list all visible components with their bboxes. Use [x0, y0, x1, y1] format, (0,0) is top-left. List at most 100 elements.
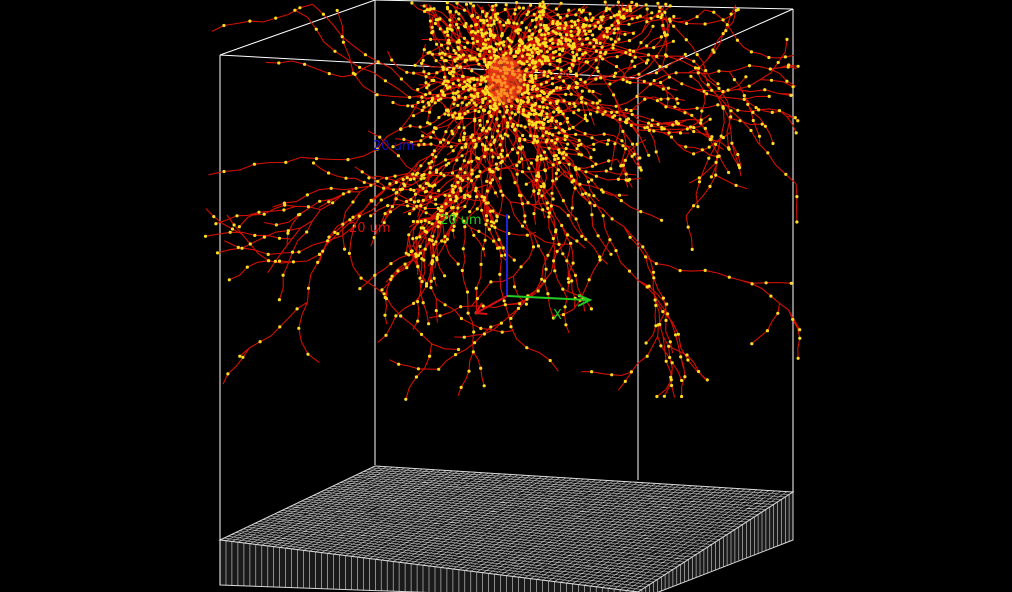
dendrite-node [492, 50, 496, 54]
dendrite-node [467, 88, 471, 92]
dendrite-node [418, 244, 422, 248]
dendrite-node [783, 55, 788, 59]
dendrite-node [424, 81, 428, 85]
dendrite-node [793, 116, 797, 120]
dendrite-node [527, 122, 531, 126]
dendrite-node [489, 280, 493, 284]
dendrite-node [486, 201, 490, 205]
dendrite-node [456, 26, 460, 30]
dendrite-node [710, 135, 714, 139]
dendrite-node [479, 49, 483, 53]
dendrite-node [456, 262, 460, 266]
dendrite-node [523, 91, 527, 95]
dendrite-node [431, 184, 435, 188]
dendrite-node [530, 50, 534, 55]
dendrite-node [716, 103, 720, 107]
dendrite-node [596, 20, 600, 24]
dendrite-node [767, 55, 771, 60]
dendrite-node [683, 52, 687, 56]
dendrite-node [408, 124, 412, 128]
dendrite-node [435, 258, 439, 262]
dendrite-node [527, 111, 531, 115]
dendrite-node [457, 94, 461, 98]
dendrite-node [451, 149, 455, 153]
dendrite-node [526, 96, 530, 100]
dendrite-node [617, 193, 622, 197]
dendrite-node [561, 313, 566, 317]
dendrite-node [659, 344, 663, 348]
dendrite-node [517, 160, 522, 164]
dendrite-node [524, 26, 528, 30]
dendrite-node [473, 56, 477, 60]
dendrite-node [367, 176, 371, 180]
dendrite-node [643, 97, 647, 101]
dendrite-node [504, 3, 508, 7]
dendrite-node [500, 254, 504, 258]
dendrite-node [451, 205, 455, 210]
dendrite-node [467, 78, 471, 82]
dendrite-node [528, 56, 532, 61]
dendrite-node [571, 50, 575, 54]
dendrite-node [692, 129, 696, 134]
dendrite-node [481, 304, 485, 308]
dendrite-node [594, 58, 598, 62]
dendrite-node [434, 126, 438, 131]
dendrite-node [512, 21, 516, 25]
axis-gizmo[interactable]: X [474, 214, 593, 323]
dendrite-node [616, 19, 620, 23]
dendrite-node [583, 51, 588, 55]
soma-core[interactable] [487, 56, 523, 104]
dendrite-node [534, 18, 538, 22]
dendrite-node [435, 42, 439, 46]
dendrite-node [403, 262, 407, 266]
dendrite-node [540, 277, 544, 281]
dendrite-node [534, 126, 538, 130]
dendrite-node [458, 167, 463, 171]
dendrite-node [656, 1, 660, 5]
scale-bars: 20 um 20 um 20 um [349, 139, 482, 236]
dendrite-node [617, 13, 622, 17]
dendrite-node [340, 35, 344, 39]
dendrite-node [450, 171, 455, 175]
dendrite-node [444, 202, 448, 206]
dendrite-node [515, 0, 519, 5]
dendrite-node [528, 79, 532, 83]
dendrite-node [619, 15, 623, 19]
dendrite-node [556, 168, 560, 172]
dendrite-node [257, 210, 261, 214]
dendrite-node [705, 92, 709, 96]
dendrite-node [414, 252, 418, 256]
dendrite-node [616, 27, 620, 31]
dendrite-node [675, 97, 679, 101]
dendrite-node [763, 88, 767, 92]
dendrite-node [624, 172, 628, 176]
dendrite-node [424, 93, 428, 97]
dendrite-node [419, 177, 423, 181]
dendrite-node [431, 130, 435, 134]
dendrite-node [577, 138, 581, 142]
dendrite-node [441, 67, 445, 72]
dendrite-node [291, 260, 295, 264]
dendrite-node [469, 24, 473, 28]
dendrite-node [766, 151, 770, 155]
dendrite-node [602, 132, 606, 136]
dendrite-node [705, 378, 709, 382]
dendrite-node [510, 40, 514, 44]
dendrite-node [457, 17, 461, 21]
dendrite-node [627, 22, 631, 26]
dendrite-node [421, 198, 425, 202]
dendrite-node [463, 25, 468, 29]
dendrite-node [360, 170, 364, 174]
dendrite-node [566, 233, 570, 237]
dendrite-node [485, 12, 489, 16]
neuron-reconstruction[interactable] [203, 0, 802, 401]
dendrite-node [703, 268, 707, 272]
dendrite-node [602, 34, 606, 38]
dendrite-node [532, 112, 536, 116]
dendrite-node [482, 108, 487, 113]
dendrite-node [607, 159, 611, 163]
dendrite-node [519, 265, 523, 269]
dendrite-node [615, 13, 619, 17]
